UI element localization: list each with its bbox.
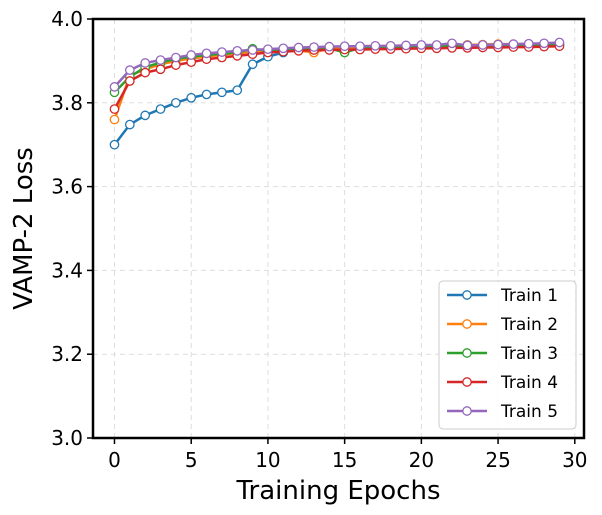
series-5 (109, 37, 565, 92)
data-point (124, 65, 135, 75)
legend-item-1: Train 1 (447, 286, 558, 306)
legend-label: Train 1 (500, 286, 558, 306)
data-point (431, 40, 442, 50)
data-point (109, 139, 120, 150)
data-point (201, 89, 212, 100)
data-point (171, 52, 181, 63)
data-point (293, 42, 304, 53)
x-tick-label: 5 (185, 448, 198, 472)
x-tick-label: 20 (409, 448, 434, 472)
x-axis-title: Training Epochs (235, 476, 440, 506)
data-point (247, 45, 258, 55)
y-tick-label: 4.0 (51, 7, 83, 31)
series-layer (109, 37, 565, 150)
data-point (263, 44, 273, 55)
legend-box (438, 280, 577, 430)
data-point (232, 45, 243, 56)
data-point (416, 40, 427, 50)
data-point (109, 82, 120, 92)
data-point (217, 47, 227, 57)
data-point (232, 85, 243, 96)
data-point (140, 58, 151, 68)
x-tick-label: 25 (485, 448, 510, 472)
legend-label: Train 4 (500, 373, 558, 393)
data-point (155, 104, 166, 114)
data-point (171, 97, 181, 108)
data-point (370, 40, 381, 51)
y-tick-label: 3.4 (51, 258, 83, 282)
data-point (324, 41, 335, 52)
data-point (355, 41, 365, 52)
data-point (447, 38, 457, 49)
axis-ticks: 0 5 10 15 20 25 30 3.0 3.2 3.4 3.6 3.8 4.0 (51, 7, 587, 472)
legend-label: Train 3 (500, 344, 558, 364)
legend-swatch-marker (462, 319, 472, 329)
x-tick-label: 10 (255, 448, 280, 472)
data-point (124, 119, 135, 130)
x-tick-label: 0 (108, 448, 121, 472)
data-point (385, 40, 396, 51)
y-tick-label: 3.6 (51, 175, 83, 199)
data-point (186, 50, 197, 60)
legend-item-4: Train 4 (447, 373, 558, 393)
y-axis-title: VAMP-2 Loss (9, 147, 39, 310)
data-point (109, 114, 120, 125)
data-point (140, 110, 151, 121)
legend-swatch-marker (462, 290, 472, 300)
data-point (493, 39, 503, 50)
x-tick-label: 15 (332, 448, 357, 472)
data-point (554, 37, 565, 48)
data-point (523, 38, 534, 49)
data-point (217, 87, 227, 98)
y-tick-label: 3.2 (51, 342, 83, 366)
legend-item-2: Train 2 (447, 315, 558, 335)
data-point (401, 40, 411, 51)
x-tick-label: 30 (562, 448, 587, 472)
data-point (155, 55, 166, 65)
data-point (186, 92, 197, 103)
legend-label: Train 2 (500, 315, 558, 335)
data-point (140, 67, 151, 78)
data-point (278, 43, 289, 54)
data-point (247, 59, 258, 70)
legend-label: Train 5 (500, 402, 558, 422)
legend-item-3: Train 3 (447, 344, 558, 364)
data-point (477, 40, 488, 50)
legend-swatch-marker (462, 348, 472, 358)
data-point (109, 104, 120, 114)
y-tick-label: 3.0 (51, 426, 83, 450)
data-point (155, 64, 166, 75)
y-tick-label: 3.8 (51, 91, 83, 115)
data-point (539, 38, 549, 49)
data-point (508, 39, 519, 49)
legend: Train 1 Train 2 Train 3 Train 4 Train 5 (438, 280, 577, 430)
legend-swatch-marker (462, 406, 472, 416)
legend-swatch-marker (462, 377, 472, 387)
legend-item-5: Train 5 (447, 402, 558, 422)
data-point (462, 40, 473, 51)
plot-frame (91, 17, 586, 440)
data-point (309, 42, 319, 52)
data-point (201, 48, 212, 59)
data-point (339, 41, 350, 52)
data-point (124, 76, 135, 86)
